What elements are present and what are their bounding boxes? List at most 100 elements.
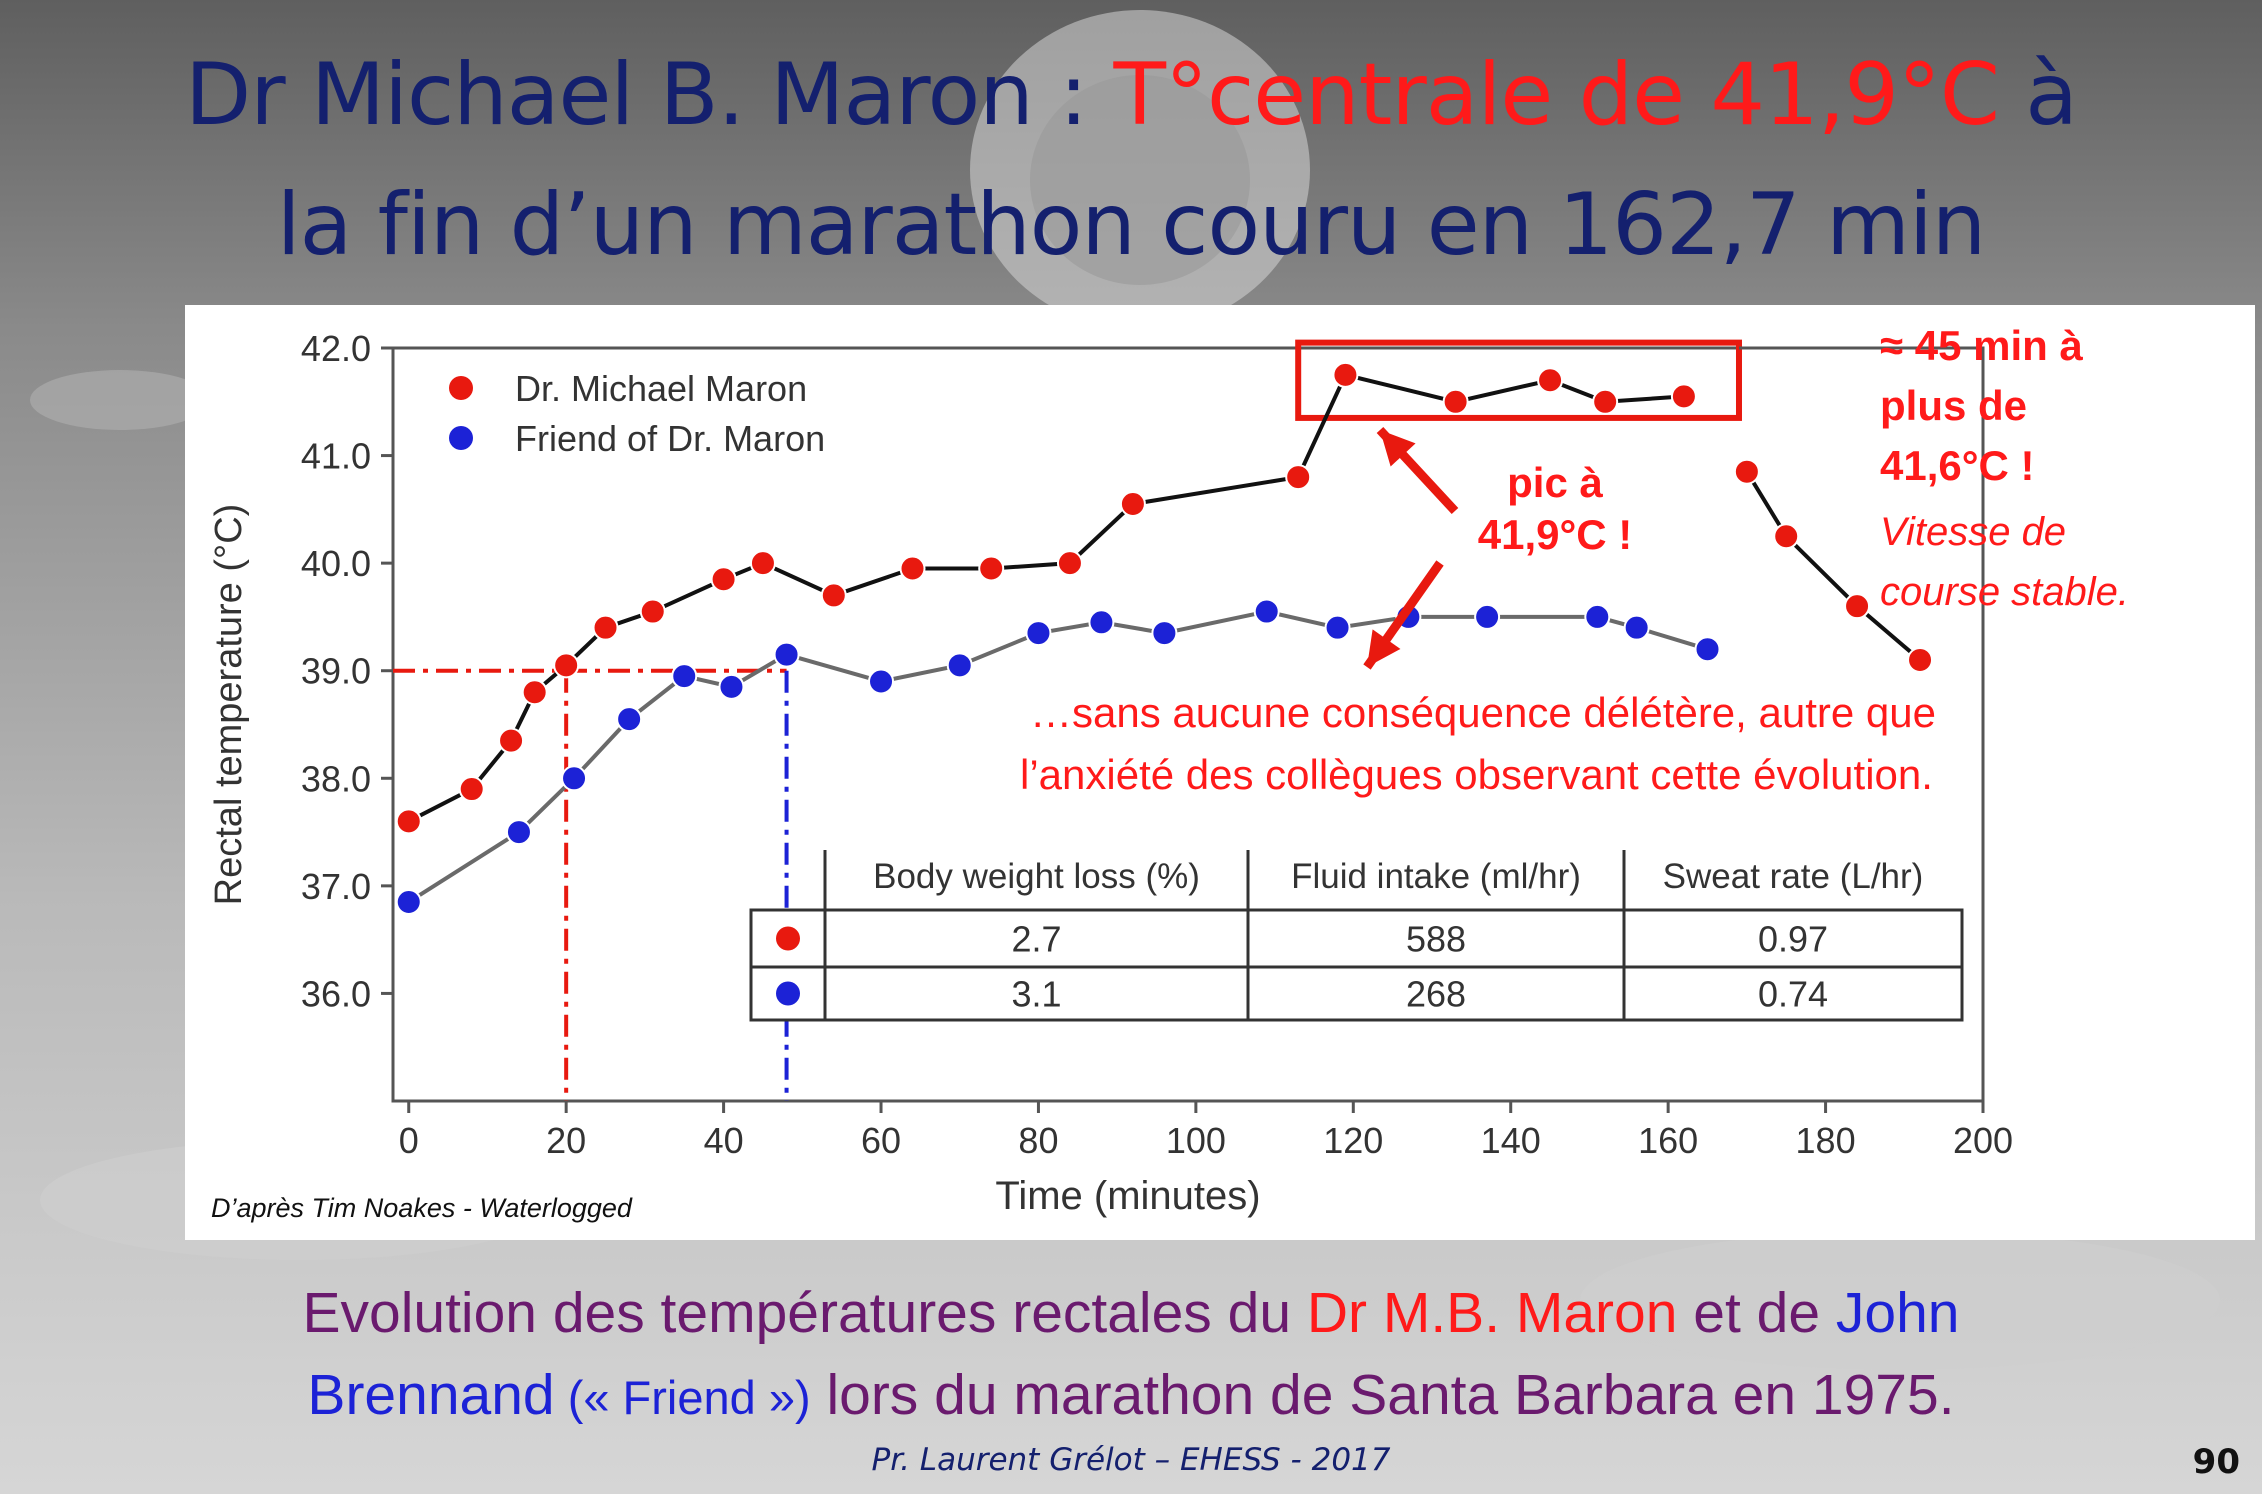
caption-maron: Dr M.B. Maron xyxy=(1306,1281,1678,1345)
data-table-frame xyxy=(749,908,1964,1022)
y-tick-label: 40.0 xyxy=(301,543,371,584)
source-note: D’après Tim Noakes - Waterlogged xyxy=(211,1193,633,1223)
data-point-series-1 xyxy=(1670,383,1697,410)
peak-annotation: 41,9°C ! xyxy=(1478,511,1633,558)
x-tick-label: 60 xyxy=(861,1120,901,1161)
consequence-arrow-head xyxy=(1367,629,1401,667)
data-point-series-1 xyxy=(1592,388,1619,415)
table-row-marker xyxy=(776,926,800,951)
plateau-annotation: 41,6°C ! xyxy=(1880,442,2035,489)
table-cell: 588 xyxy=(1406,919,1466,960)
data-point-series-2 xyxy=(671,663,698,690)
data-point-series-1 xyxy=(1773,523,1800,550)
x-tick-label: 140 xyxy=(1481,1120,1541,1161)
data-point-series-1 xyxy=(820,582,847,609)
data-point-series-1 xyxy=(1285,464,1312,491)
slide-title: Dr Michael B. Maron : T°centrale de 41,9… xyxy=(0,30,2262,290)
data-point-series-1 xyxy=(899,555,926,582)
y-axis-label: Rectal temperature (°C) xyxy=(208,504,250,906)
title-part1: Dr Michael B. Maron : xyxy=(184,45,1114,145)
data-point-series-2 xyxy=(1324,614,1351,641)
plateau-speed-note: course stable. xyxy=(1880,570,2129,614)
plateau-highlight-box xyxy=(1295,339,1742,421)
data-point-series-1 xyxy=(395,808,422,835)
y-tick-label: 36.0 xyxy=(301,973,371,1014)
data-point-series-1 xyxy=(1537,367,1564,394)
x-tick-label: 100 xyxy=(1166,1120,1226,1161)
x-axis-label: Time (minutes) xyxy=(995,1174,1260,1218)
x-tick-label: 200 xyxy=(1953,1120,2013,1161)
legend-entry: Dr. Michael Maron xyxy=(515,368,807,409)
y-tick-label: 42.0 xyxy=(301,328,371,369)
caption-text-a: Evolution des températures rectales du xyxy=(302,1281,1307,1345)
data-point-series-1 xyxy=(498,727,525,754)
data-point-series-2 xyxy=(1088,609,1115,636)
data-point-series-2 xyxy=(505,819,532,846)
plateau-speed-note: Vitesse de xyxy=(1880,510,2066,554)
x-tick-label: 180 xyxy=(1796,1120,1856,1161)
chart-panel: 0 20 40 60 80 100 120 140 160 180 200 36.0 37.0 38.0 3… xyxy=(185,305,2255,1240)
data-point-series-1 xyxy=(521,679,548,706)
legend-marker xyxy=(449,376,473,400)
legend-entry: Friend of Dr. Maron xyxy=(515,418,825,459)
data-point-series-1 xyxy=(458,776,485,803)
page-number: 90 xyxy=(2192,1442,2240,1482)
table-header: Fluid intake (ml/hr) xyxy=(1291,857,1581,896)
table-header: Sweat rate (L/hr) xyxy=(1663,857,1924,896)
x-tick-label: 160 xyxy=(1638,1120,1698,1161)
data-point-series-2 xyxy=(718,673,745,700)
table-cell: 0.74 xyxy=(1758,974,1828,1015)
x-tick-label: 120 xyxy=(1323,1120,1383,1161)
data-point-series-1 xyxy=(1332,361,1359,388)
table-cell: 0.97 xyxy=(1758,919,1828,960)
x-tick-label: 0 xyxy=(399,1120,419,1161)
plot-frame xyxy=(391,346,1985,1103)
data-point-series-2 xyxy=(561,765,588,792)
table-header: Body weight loss (%) xyxy=(873,857,1200,896)
data-point-series-1 xyxy=(1119,490,1146,517)
series-line-1 xyxy=(1745,470,1922,662)
slide-caption: Evolution des températures rectales du D… xyxy=(0,1272,2262,1439)
data-point-series-1 xyxy=(1733,458,1760,485)
data-point-series-1 xyxy=(1907,646,1934,673)
temperature-chart: 0 20 40 60 80 100 120 140 160 180 200 36.0 37.0 38.0 3… xyxy=(208,322,2129,1223)
data-point-series-1 xyxy=(592,614,619,641)
legend-marker xyxy=(449,426,473,450)
data-point-series-2 xyxy=(1623,614,1650,641)
title-part2: à xyxy=(1998,45,2078,145)
data-point-series-2 xyxy=(1584,603,1611,630)
title-line2: la fin d’un marathon couru en 162,7 min xyxy=(276,175,1987,275)
caption-friend: (« Friend ») xyxy=(554,1371,811,1424)
x-tick-label: 40 xyxy=(704,1120,744,1161)
x-tick-label: 20 xyxy=(546,1120,586,1161)
caption-john: John xyxy=(1835,1281,1960,1345)
data-point-series-2 xyxy=(868,668,895,695)
y-tick-label: 39.0 xyxy=(301,651,371,692)
data-point-series-2 xyxy=(1474,603,1501,630)
y-tick-label: 41.0 xyxy=(301,436,371,477)
data-point-series-2 xyxy=(773,641,800,668)
data-point-series-2 xyxy=(1151,620,1178,647)
data-point-series-2 xyxy=(395,888,422,915)
data-point-series-2 xyxy=(1694,636,1721,663)
data-point-series-1 xyxy=(553,652,580,679)
data-point-series-1 xyxy=(1844,593,1871,620)
data-point-series-1 xyxy=(978,555,1005,582)
table-cell: 268 xyxy=(1406,974,1466,1015)
caption-brennand: Brennand xyxy=(307,1363,555,1427)
y-tick-label: 37.0 xyxy=(301,866,371,907)
table-cell: 2.7 xyxy=(1011,919,1061,960)
consequence-annotation: …sans aucune conséquence délétère, autre… xyxy=(1030,689,1936,736)
data-point-series-2 xyxy=(1025,620,1052,647)
consequence-annotation: l’anxiété des collègues observant cette … xyxy=(1020,751,1933,798)
data-point-series-1 xyxy=(1442,388,1469,415)
table-cell: 3.1 xyxy=(1011,974,1061,1015)
peak-arrow-head xyxy=(1380,430,1416,467)
data-point-series-2 xyxy=(1253,598,1280,625)
data-point-series-2 xyxy=(946,652,973,679)
caption-text-b: et de xyxy=(1677,1281,1836,1345)
plateau-annotation: ≈ 45 min à xyxy=(1880,322,2083,369)
data-point-series-2 xyxy=(616,706,643,733)
y-tick-label: 38.0 xyxy=(301,758,371,799)
caption-text-c: lors du marathon de Santa Barbara en 197… xyxy=(810,1363,1955,1427)
